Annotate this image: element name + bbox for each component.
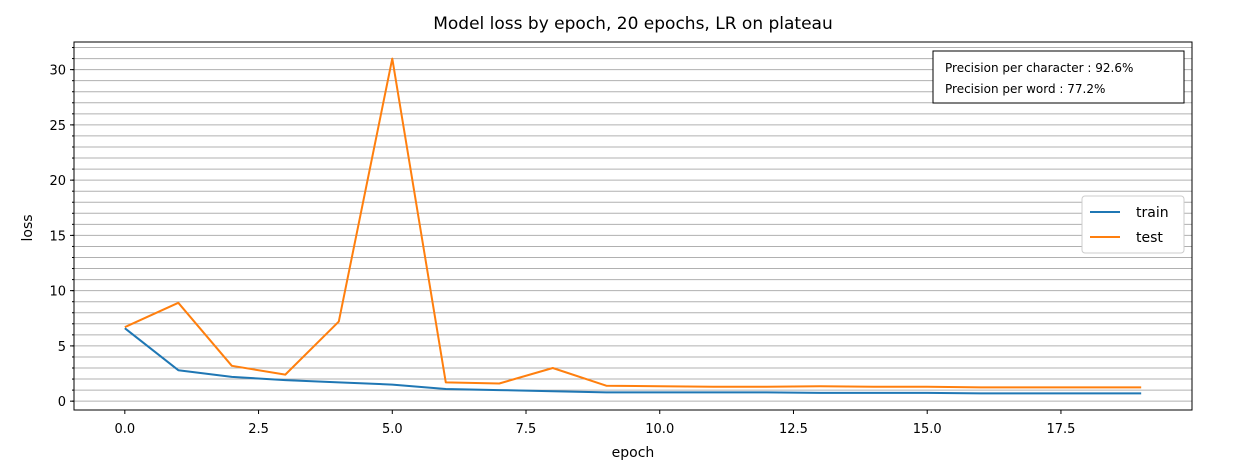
x-tick-label: 5.0 <box>382 422 403 437</box>
chart-title: Model loss by epoch, 20 epochs, LR on pl… <box>433 14 833 34</box>
x-axis-ticks: 0.0 2.5 5.0 7.5 10.0 12.5 15.0 17.5 <box>114 410 1075 437</box>
legend: train test <box>1081 195 1185 254</box>
annotation-line-character: Precision per character : 92.6% <box>945 61 1133 75</box>
legend-frame <box>1081 195 1185 254</box>
y-tick-label: 15 <box>49 229 66 244</box>
x-axis-label: epoch <box>612 445 655 461</box>
x-tick-label: 15.0 <box>913 422 942 437</box>
y-tick-label: 30 <box>49 64 66 79</box>
legend-label-train: train <box>1136 205 1169 221</box>
y-tick-label: 20 <box>49 174 66 189</box>
legend-label-test: test <box>1136 230 1163 246</box>
y-tick-label: 10 <box>49 285 66 300</box>
annotation-line-word: Precision per word : 77.2% <box>945 82 1105 96</box>
annotation-frame <box>932 50 1185 104</box>
y-tick-label: 0 <box>58 395 66 410</box>
plot-frame <box>73 41 1193 411</box>
x-tick-label: 2.5 <box>248 422 269 437</box>
y-axis-label: loss <box>20 214 36 241</box>
precision-annotation: Precision per character : 92.6% Precisio… <box>932 50 1185 104</box>
x-tick-label: 10.0 <box>645 422 674 437</box>
y-tick-label: 25 <box>49 119 66 134</box>
x-tick-label: 0.0 <box>114 422 135 437</box>
x-tick-label: 12.5 <box>779 422 808 437</box>
y-tick-label: 5 <box>58 340 66 355</box>
series-line-train <box>124 327 1142 395</box>
x-tick-label: 17.5 <box>1046 422 1075 437</box>
x-tick-label: 7.5 <box>516 422 537 437</box>
plot-series <box>124 57 1142 395</box>
y-axis-ticks: 0 5 10 15 20 25 30 <box>49 47 74 410</box>
series-line-test <box>124 57 1142 389</box>
